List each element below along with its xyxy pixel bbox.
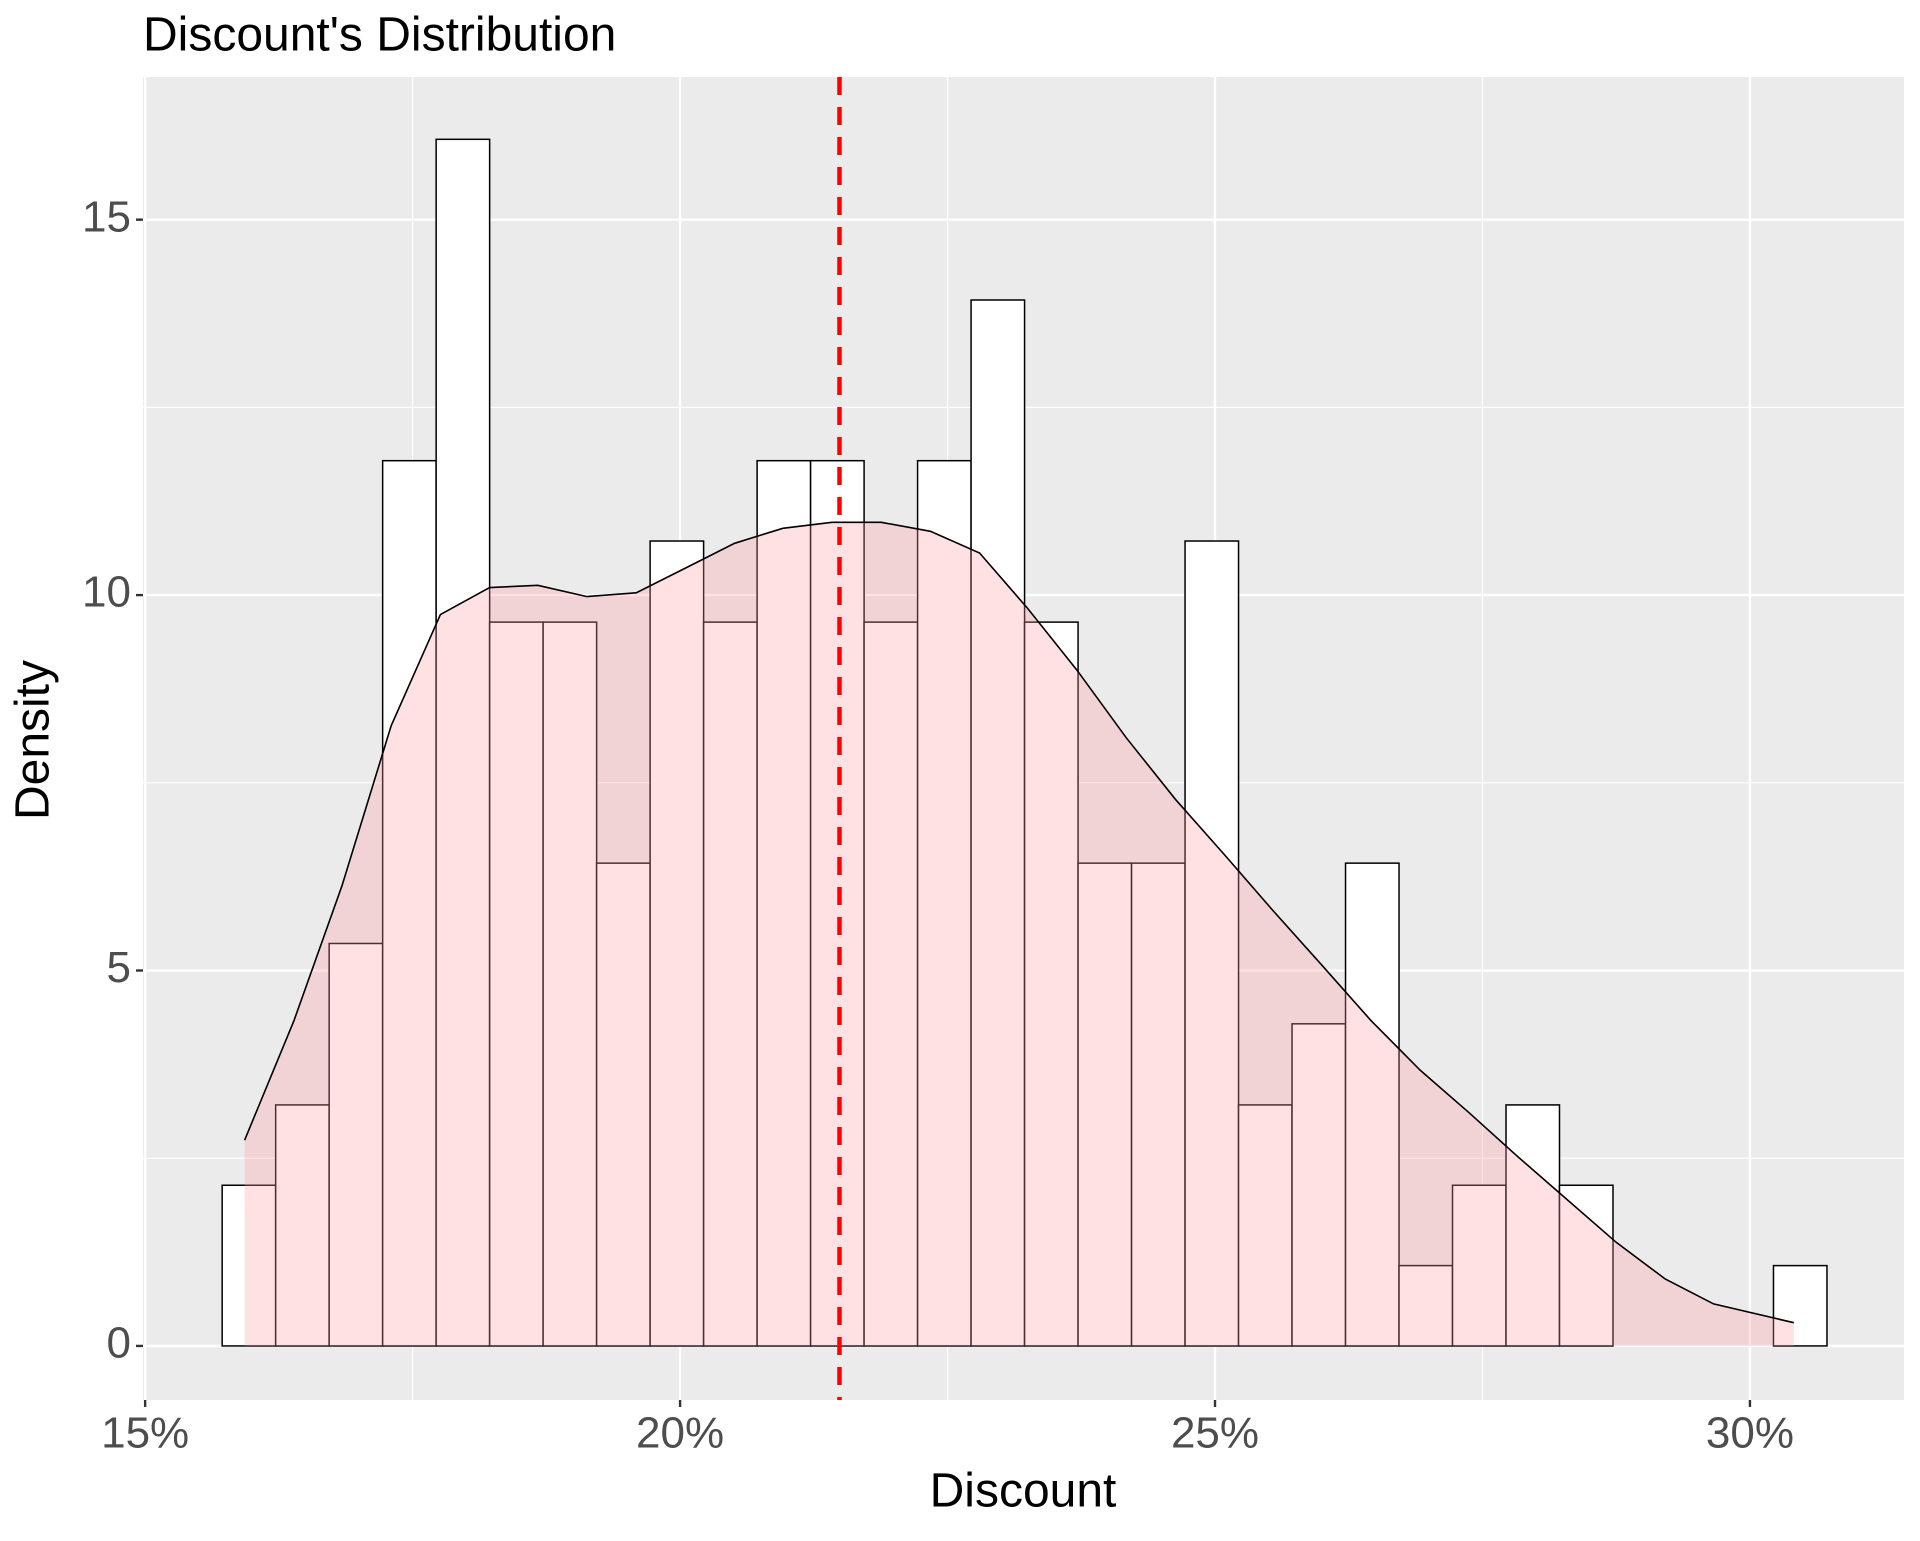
histogram-bar (1558, 1184, 1614, 1347)
histogram-bar (1451, 1184, 1507, 1347)
histogram-bar (756, 459, 812, 1347)
x-axis-title: Discount (930, 1465, 1117, 1518)
y-tick-label: 10 (82, 568, 131, 617)
density-line (243, 521, 1794, 1324)
histogram-bar (1077, 862, 1133, 1347)
histogram-bar (1184, 540, 1240, 1347)
x-tick-label: 20% (636, 1409, 724, 1458)
histogram-bar (1291, 1023, 1347, 1347)
y-tick-label: 15 (82, 192, 131, 241)
y-axis-title: Density (7, 660, 60, 820)
histogram-bar (702, 621, 758, 1347)
histogram-bar (1344, 862, 1400, 1347)
histogram-bar (381, 459, 437, 1347)
histogram-bar (221, 1184, 277, 1347)
histogram-bar (863, 621, 919, 1347)
histogram-bar (649, 540, 705, 1347)
histogram-bar (328, 942, 384, 1347)
histogram-bar (488, 621, 544, 1347)
y-tick-label: 0 (107, 1319, 131, 1368)
x-tick-label: 25% (1171, 1409, 1259, 1458)
histogram-bar (595, 862, 651, 1347)
histogram-bar (542, 621, 598, 1347)
histogram-bar (916, 459, 972, 1347)
density-area (244, 522, 1794, 1346)
x-tick-label: 30% (1706, 1409, 1794, 1458)
x-tick-label: 15% (101, 1409, 189, 1458)
histogram-bar (1398, 1264, 1454, 1347)
histogram-bar (1130, 862, 1186, 1347)
histogram-bar (274, 1104, 330, 1347)
chart-title: Discount's Distribution (143, 9, 616, 62)
y-tick-label: 5 (107, 943, 131, 992)
histogram-bar (970, 299, 1026, 1347)
histogram-bar (1772, 1264, 1828, 1347)
